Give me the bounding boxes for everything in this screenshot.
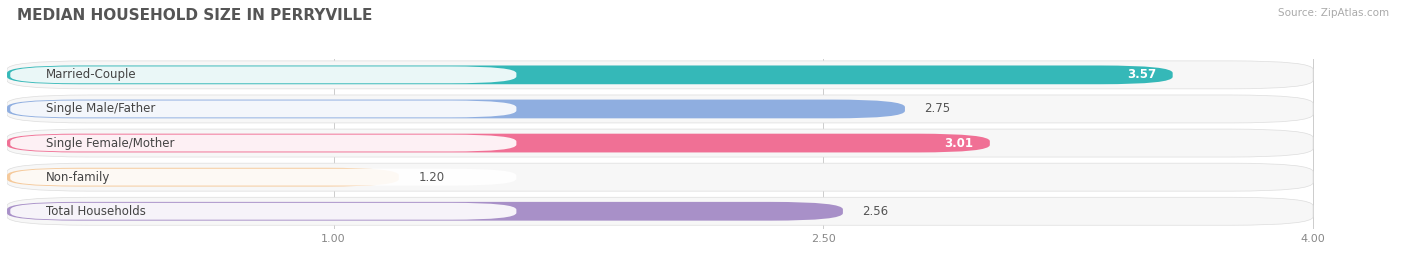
FancyBboxPatch shape bbox=[10, 169, 516, 186]
FancyBboxPatch shape bbox=[7, 197, 1313, 225]
FancyBboxPatch shape bbox=[7, 65, 1173, 84]
Text: MEDIAN HOUSEHOLD SIZE IN PERRYVILLE: MEDIAN HOUSEHOLD SIZE IN PERRYVILLE bbox=[17, 8, 373, 23]
Text: Married-Couple: Married-Couple bbox=[46, 68, 136, 81]
FancyBboxPatch shape bbox=[10, 101, 516, 117]
FancyBboxPatch shape bbox=[7, 168, 399, 186]
FancyBboxPatch shape bbox=[7, 61, 1313, 89]
FancyBboxPatch shape bbox=[7, 202, 844, 221]
Text: 3.01: 3.01 bbox=[945, 137, 973, 150]
Text: Non-family: Non-family bbox=[46, 171, 111, 184]
FancyBboxPatch shape bbox=[7, 163, 1313, 191]
Text: 2.56: 2.56 bbox=[862, 205, 889, 218]
Text: 3.57: 3.57 bbox=[1128, 68, 1156, 81]
FancyBboxPatch shape bbox=[7, 134, 990, 153]
FancyBboxPatch shape bbox=[10, 203, 516, 220]
FancyBboxPatch shape bbox=[7, 129, 1313, 157]
Text: Total Households: Total Households bbox=[46, 205, 146, 218]
FancyBboxPatch shape bbox=[10, 134, 516, 151]
FancyBboxPatch shape bbox=[7, 100, 905, 118]
FancyBboxPatch shape bbox=[7, 95, 1313, 123]
Text: Single Male/Father: Single Male/Father bbox=[46, 102, 156, 115]
Text: Single Female/Mother: Single Female/Mother bbox=[46, 137, 174, 150]
Text: 1.20: 1.20 bbox=[419, 171, 444, 184]
Text: 2.75: 2.75 bbox=[925, 102, 950, 115]
FancyBboxPatch shape bbox=[10, 66, 516, 83]
Text: Source: ZipAtlas.com: Source: ZipAtlas.com bbox=[1278, 8, 1389, 18]
